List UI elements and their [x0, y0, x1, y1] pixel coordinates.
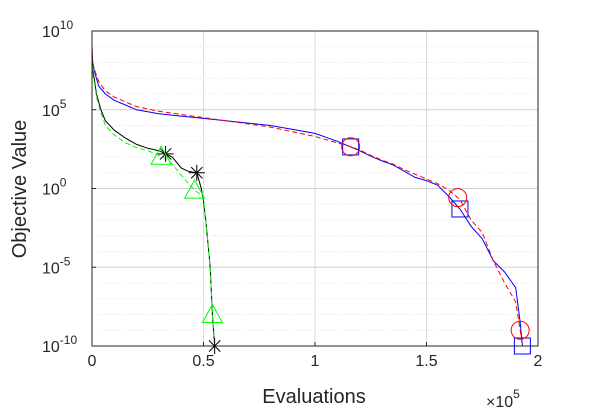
- y-tick-label: 10-10: [42, 333, 77, 356]
- y-tick-exponent: 0: [60, 176, 67, 190]
- y-tick-base: 10: [42, 24, 60, 41]
- circle-marker: [510, 320, 530, 340]
- x-tick-label: 1: [311, 353, 320, 370]
- y-tick-label: 10-5: [42, 254, 71, 277]
- series-markers: [150, 137, 531, 355]
- x-tick-label: 2: [534, 353, 543, 370]
- x-tick-label: 0: [88, 353, 97, 370]
- y-tick-base: 10: [42, 182, 60, 199]
- triangle-marker: [150, 145, 172, 165]
- circle-marker: [448, 188, 468, 208]
- x-multiplier-exponent: 5: [513, 387, 520, 401]
- y-tick-exponent: -10: [60, 333, 78, 347]
- square-marker: [342, 138, 360, 156]
- y-tick-base: 10: [42, 339, 60, 356]
- series-line-2: [91, 54, 216, 347]
- asterisk-marker: [188, 164, 205, 181]
- x-tick-label: 0.5: [192, 353, 214, 370]
- circle-marker: [341, 137, 361, 157]
- x-axis-ticks: 0 0.5 1 1.5 2: [88, 342, 543, 370]
- triangle-marker: [201, 303, 224, 323]
- y-tick-label: 105: [42, 97, 67, 120]
- y-tick-label: 100: [42, 176, 67, 199]
- y-tick-base: 10: [42, 103, 60, 120]
- y-tick-base: 10: [42, 260, 60, 277]
- triangle-marker: [183, 179, 206, 199]
- y-tick-exponent: -5: [60, 254, 71, 268]
- asterisk-stroke: [190, 166, 203, 179]
- x-axis-label: Evaluations: [262, 386, 365, 408]
- y-axis-label: Objective Value: [9, 120, 31, 259]
- y-tick-label: 1010: [42, 18, 73, 41]
- x-tick-label: 1.5: [415, 353, 437, 370]
- x-multiplier-base: ×10: [486, 394, 513, 411]
- y-tick-exponent: 10: [60, 18, 74, 32]
- x-axis-multiplier: ×105: [486, 387, 520, 411]
- y-tick-exponent: 5: [60, 97, 67, 111]
- square-marker: [451, 200, 469, 218]
